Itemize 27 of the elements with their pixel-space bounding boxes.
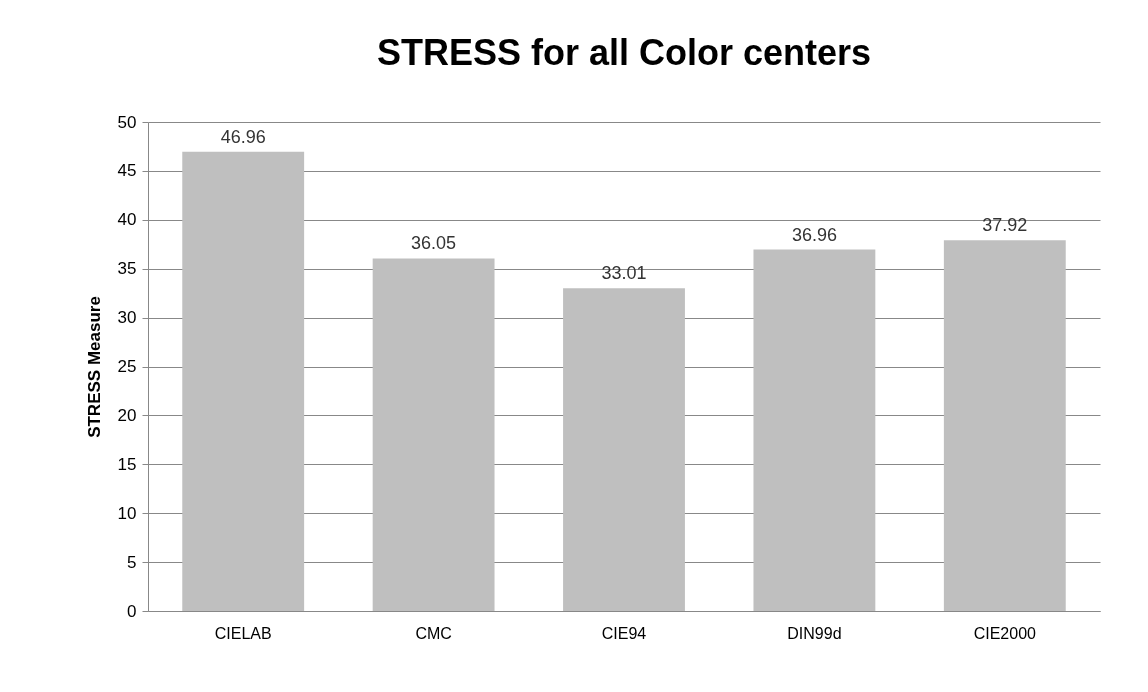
bar: [372, 258, 495, 611]
y-tick-label: 25: [117, 357, 137, 376]
y-tick-label: 40: [117, 210, 137, 230]
y-tick-label: 10: [117, 503, 137, 523]
y-tick-label: 15: [117, 454, 137, 474]
bar: [943, 240, 1066, 611]
y-tick-label: 5: [127, 552, 137, 572]
chart-title: STRESS for all Color centers: [376, 32, 872, 73]
y-tick-label: 0: [127, 601, 137, 621]
x-tick-label: CIE2000: [973, 624, 1037, 642]
bar: [563, 288, 685, 611]
x-tick-label: CIE94: [601, 624, 647, 642]
y-tick-label: 45: [117, 161, 137, 181]
bar: [753, 249, 876, 611]
x-tick-label: CMC: [415, 624, 452, 642]
data-label: 36.05: [411, 233, 457, 254]
y-tick-label: 20: [117, 405, 137, 425]
bar: [182, 151, 305, 611]
data-label: 46.96: [220, 126, 266, 147]
y-axis-title: STRESS Measure: [84, 296, 104, 438]
y-tick-label: 30: [117, 308, 137, 328]
y-tick-label: 50: [117, 112, 137, 132]
x-tick-label: CIELAB: [214, 624, 272, 642]
data-label: 37.92: [982, 215, 1028, 236]
x-tick-label: DIN99d: [787, 624, 842, 642]
data-label: 36.96: [791, 224, 837, 245]
y-tick-label: 35: [117, 259, 137, 279]
